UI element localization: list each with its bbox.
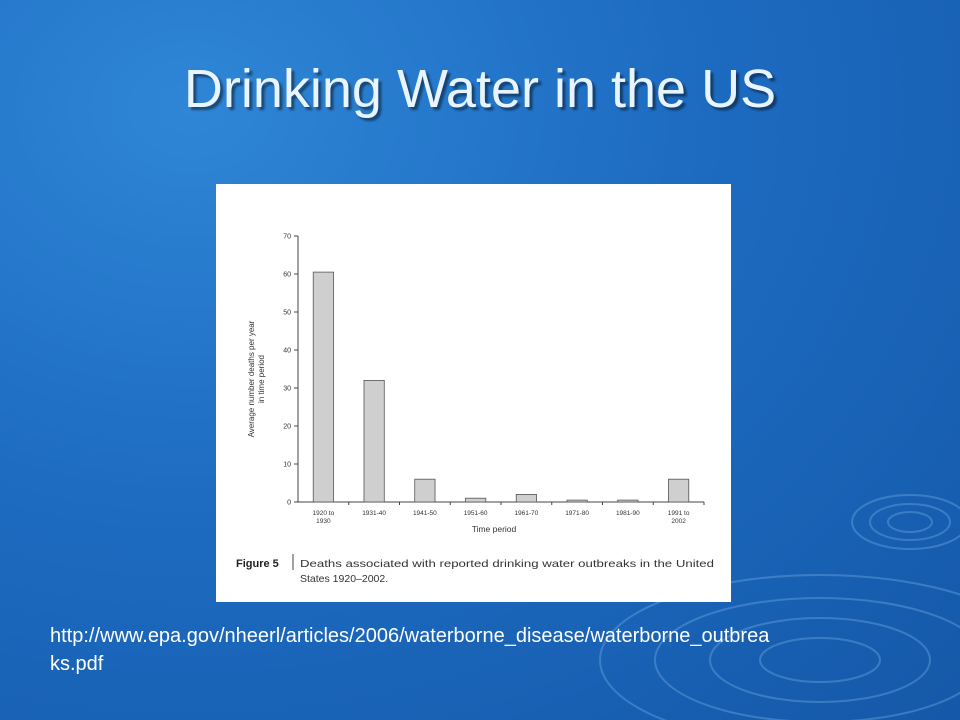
- x-tick-label: 1991 to: [668, 510, 690, 517]
- bar: [566, 499, 588, 503]
- source-url-line1[interactable]: http://www.epa.gov/nheerl/articles/2006/…: [50, 625, 770, 647]
- y-axis-label-line2: in time period: [257, 355, 266, 403]
- y-axis-label-line1: Average number deaths per year: [247, 320, 256, 437]
- bar: [617, 499, 639, 503]
- x-tick-label: 1961-70: [514, 510, 538, 517]
- x-tick-label: 1931-40: [362, 510, 386, 517]
- y-tick-label: 20: [283, 424, 291, 431]
- y-axis-label: Average number deaths per year in time p…: [247, 320, 266, 437]
- x-tick-label: 1920 to: [313, 510, 335, 517]
- y-tick-label: 10: [283, 462, 291, 469]
- y-tick-label: 0: [287, 500, 291, 507]
- x-axis-label: Time period: [472, 524, 517, 534]
- x-tick-label: 1981-90: [616, 510, 640, 517]
- y-tick-label: 40: [283, 348, 291, 355]
- x-tick-label: 1930: [316, 518, 331, 525]
- figure-panel: 0 10 20 30 40 50 60 70 1920 to 1930 1931-40 1941-5…: [216, 184, 731, 602]
- chart-ticks: 0 10 20 30 40 50 60 70: [283, 234, 298, 507]
- figure-label: Figure 5: [236, 558, 279, 570]
- figure-caption-line1: Deaths associated with reported drinking…: [300, 558, 714, 570]
- bar: [515, 493, 537, 503]
- y-tick-label: 60: [283, 272, 291, 279]
- x-tick-label: 2002: [671, 518, 686, 525]
- y-tick-label: 30: [283, 386, 291, 393]
- chart-axes: [297, 236, 704, 503]
- x-tick-label: 1971-80: [565, 510, 589, 517]
- source-url-line2[interactable]: ks.pdf: [50, 653, 104, 675]
- x-tick-label: 1951-60: [464, 510, 488, 517]
- bar: [668, 478, 690, 503]
- slide-title: Drinking Water in the US: [183, 59, 777, 119]
- y-tick-label: 70: [283, 234, 291, 241]
- bar: [363, 379, 385, 503]
- bar: [414, 478, 436, 503]
- source-url[interactable]: http://www.epa.gov/nheerl/articles/2006/…: [50, 622, 920, 678]
- y-tick-label: 50: [283, 310, 291, 317]
- x-tick-label: 1941-50: [413, 510, 437, 517]
- bar: [312, 271, 334, 503]
- bar: [465, 497, 487, 503]
- chart-bars: [312, 271, 690, 503]
- figure-caption-line2: States 1920–2002.: [300, 573, 388, 585]
